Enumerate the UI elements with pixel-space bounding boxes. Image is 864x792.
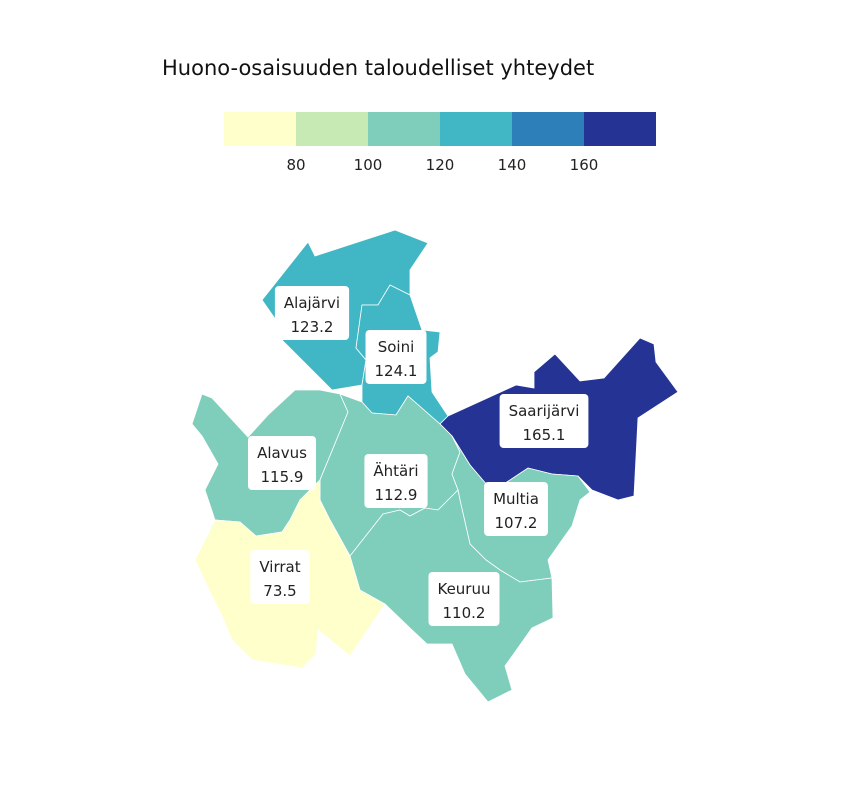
region-label-soini: Soini 124.1 bbox=[365, 330, 427, 384]
region-label-htri: Ähtäri 112.9 bbox=[364, 454, 428, 508]
region-value-label: 107.2 bbox=[495, 514, 538, 532]
region-label-box bbox=[364, 454, 428, 508]
region-value-label: 110.2 bbox=[443, 604, 486, 622]
region-label-box bbox=[499, 394, 589, 448]
region-label-alajrvi: Alajärvi 123.2 bbox=[274, 286, 350, 340]
legend-tick-label: 140 bbox=[498, 156, 527, 174]
region-name-label: Ähtäri bbox=[373, 461, 418, 480]
legend-tick-label: 160 bbox=[570, 156, 599, 174]
region-name-label: Multia bbox=[493, 490, 539, 508]
region-name-label: Keuruu bbox=[437, 580, 490, 598]
region-name-label: Alajärvi bbox=[284, 294, 340, 312]
legend-tick-label: 80 bbox=[286, 156, 305, 174]
legend-swatch-5 bbox=[584, 112, 656, 146]
region-label-box bbox=[365, 330, 427, 384]
legend-swatch-1 bbox=[296, 112, 368, 146]
region-label-multia: Multia 107.2 bbox=[484, 482, 548, 536]
legend-tick-label: 100 bbox=[354, 156, 383, 174]
region-name-label: Soini bbox=[378, 338, 415, 356]
region-value-label: 73.5 bbox=[263, 582, 296, 600]
region-value-label: 123.2 bbox=[291, 318, 334, 336]
legend-swatch-4 bbox=[512, 112, 584, 146]
region-label-box bbox=[274, 286, 350, 340]
region-label-saarijrvi: Saarijärvi 165.1 bbox=[499, 394, 589, 448]
region-value-label: 115.9 bbox=[261, 468, 304, 486]
region-value-label: 165.1 bbox=[523, 426, 566, 444]
labels-layer: Alajärvi 123.2 Soini 124.1 Saarijärvi 165.1 Al… bbox=[247, 286, 589, 626]
legend-swatch-0 bbox=[224, 112, 296, 146]
legend-swatch-2 bbox=[368, 112, 440, 146]
region-value-label: 112.9 bbox=[375, 486, 418, 504]
region-label-virrat: Virrat 73.5 bbox=[250, 550, 310, 604]
map-title: Huono-osaisuuden taloudelliset yhteydet bbox=[162, 56, 595, 80]
region-value-label: 124.1 bbox=[375, 362, 418, 380]
region-label-alavus: Alavus 115.9 bbox=[247, 436, 317, 490]
region-label-box bbox=[250, 550, 310, 604]
region-name-label: Saarijärvi bbox=[509, 402, 580, 420]
legend-swatch-3 bbox=[440, 112, 512, 146]
region-label-box bbox=[428, 572, 500, 626]
region-label-keuruu: Keuruu 110.2 bbox=[428, 572, 500, 626]
region-label-box bbox=[484, 482, 548, 536]
region-label-box bbox=[247, 436, 317, 490]
legend-tick-label: 120 bbox=[426, 156, 455, 174]
region-name-label: Alavus bbox=[257, 444, 307, 462]
region-name-label: Virrat bbox=[259, 558, 300, 576]
color-legend: 80 100 120 140 160 bbox=[224, 112, 656, 174]
